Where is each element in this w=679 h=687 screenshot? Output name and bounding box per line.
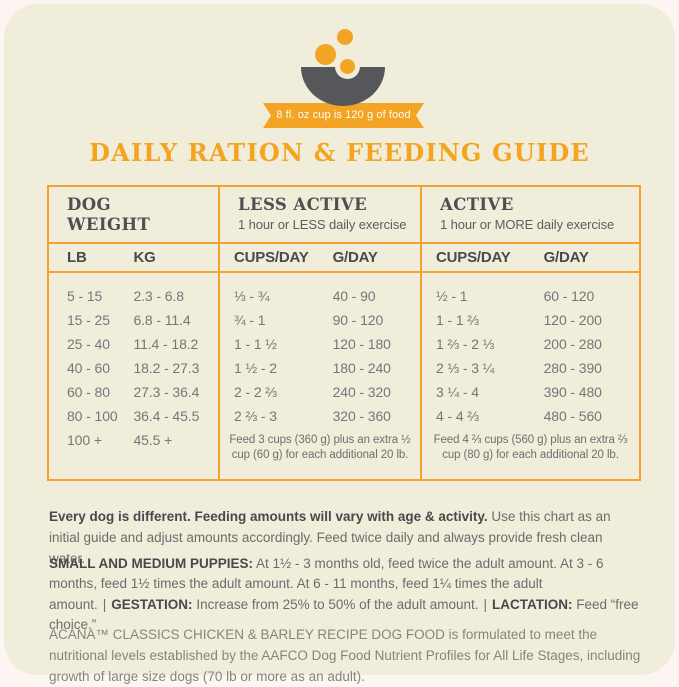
table-cell: 280 - 390 [543, 360, 602, 376]
table-cell: 40 - 90 [332, 288, 376, 304]
life-stage-note: SMALL AND MEDIUM PUPPIES: At 1½ - 3 mont… [49, 554, 641, 636]
feeding-guide-table: DOG WEIGHT LB KG 5 - 15 2.3 - 6.8 15 - 25 6… [47, 185, 641, 481]
table-cell: 2 ⅔ - 3 [234, 408, 277, 424]
table-cell: 2 - 2 ⅔ [234, 384, 277, 400]
general-feeding-note: Every dog is different. Feeding amounts … [49, 506, 641, 569]
table-cell: 80 - 100 [67, 408, 118, 424]
section-title: LESS ACTIVE [238, 195, 368, 214]
active-note: Feed 4 ⅔ cups (560 g) plus an extra ⅔ cu… [433, 434, 628, 461]
feeding-note-rest: Use this chart as an initial guide and a… [49, 508, 611, 566]
table-cell: 11.4 - 18.2 [133, 336, 199, 352]
table-cell: 60 - 120 [543, 288, 595, 304]
dog-weight-header: DOG WEIGHT [49, 187, 218, 244]
column-header-lb: LB [67, 249, 87, 266]
cup-measure-badge: 8 fl. oz cup is 120 g of food [263, 103, 424, 128]
section-subtitle: 1 hour or MORE daily exercise [440, 216, 615, 232]
table-cell: ¾ - 1 [234, 312, 266, 328]
dog-weight-rows: 5 - 15 2.3 - 6.8 15 - 25 6.8 - 11.4 25 - 40 1… [49, 273, 218, 452]
kibble-dot-icon [315, 44, 336, 65]
active-section: ACTIVE 1 hour or MORE daily exercise CUP… [422, 187, 639, 479]
table-cell: 18.2 - 27.3 [133, 360, 200, 376]
lactation-text: Feed “free choice.” [49, 596, 639, 633]
kibble-dot-icon [337, 29, 353, 45]
table-cell: ⅓ - ¾ [234, 288, 270, 304]
table-cell: 90 - 120 [332, 312, 384, 328]
label-card: 8 fl. oz cup is 120 g of food DAILY RATI… [4, 4, 675, 684]
gestation-text: Increase from 25% to 50% of the adult am… [196, 596, 479, 612]
table-cell: 3 ¼ - 4 [436, 384, 479, 400]
column-header-grams: G/DAY [543, 249, 589, 266]
table-cell: 390 - 480 [543, 384, 602, 400]
section-title: DOG WEIGHT [67, 195, 151, 234]
column-header-kg: KG [133, 249, 156, 266]
table-cell: 180 - 240 [332, 360, 391, 376]
table-cell: 36.4 - 45.5 [133, 408, 200, 424]
table-cell: 480 - 560 [543, 408, 602, 424]
dog-weight-column-headers: LB KG [49, 244, 218, 273]
dog-weight-section: DOG WEIGHT LB KG 5 - 15 2.3 - 6.8 15 - 25 6… [49, 187, 218, 479]
kibble-dot-icon [340, 59, 355, 74]
separator: | [483, 596, 487, 612]
table-cell: 320 - 360 [332, 408, 391, 424]
table-cell: 40 - 60 [67, 360, 110, 376]
table-cell: 25 - 40 [67, 336, 110, 352]
active-rows: ½ - 1 60 - 120 1 - 1 ⅔ 120 - 200 1 ⅔ - 2 ⅓ 20… [422, 273, 639, 428]
table-cell: 1 ⅔ - 2 ⅓ [436, 336, 495, 352]
lactation-label: LACTATION: [492, 596, 573, 612]
separator: | [102, 596, 107, 612]
table-cell: 4 - 4 ⅔ [436, 408, 479, 424]
column-header-cups: CUPS/DAY [436, 249, 511, 266]
aafco-statement: ACANA™ CLASSICS CHICKEN & BARLEY RECIPE … [49, 626, 641, 684]
table-cell: 15 - 25 [67, 312, 110, 328]
table-cell: 45.5 + [133, 432, 173, 448]
food-bowl-icon [253, 26, 433, 106]
table-cell: 5 - 15 [67, 288, 103, 304]
gestation-label: GESTATION: [111, 596, 193, 612]
section-subtitle: 1 hour or LESS daily exercise [238, 216, 407, 232]
less-active-note: Feed 3 cups (360 g) plus an extra ½ cup … [229, 434, 411, 461]
feeding-note-bold: Every dog is different. Feeding amounts … [49, 508, 488, 524]
table-cell: 27.3 - 36.4 [133, 384, 200, 400]
table-cell: 1 - 1 ⅔ [436, 312, 479, 328]
less-active-section: LESS ACTIVE 1 hour or LESS daily exercis… [218, 187, 422, 479]
table-cell: 100 + [67, 432, 102, 448]
active-header: ACTIVE 1 hour or MORE daily exercise [422, 187, 639, 244]
table-cell: 120 - 200 [543, 312, 602, 328]
column-header-grams: G/DAY [332, 249, 378, 266]
table-cell: 120 - 180 [332, 336, 391, 352]
less-active-header: LESS ACTIVE 1 hour or LESS daily exercis… [220, 187, 420, 244]
table-cell: 1 - 1 ½ [234, 336, 277, 352]
table-cell: 240 - 320 [332, 384, 391, 400]
column-header-cups: CUPS/DAY [234, 249, 309, 266]
puppies-label: SMALL AND MEDIUM PUPPIES: [49, 555, 254, 571]
table-cell: ½ - 1 [436, 288, 468, 304]
table-cell: 1 ½ - 2 [234, 360, 277, 376]
table-cell: 60 - 80 [67, 384, 110, 400]
page-title: DAILY RATION & FEEDING GUIDE [89, 138, 590, 167]
less-active-rows: ⅓ - ¾ 40 - 90 ¾ - 1 90 - 120 1 - 1 ½ 120 - 18… [220, 273, 420, 428]
less-active-column-headers: CUPS/DAY G/DAY [220, 244, 420, 273]
active-column-headers: CUPS/DAY G/DAY [422, 244, 639, 273]
table-cell: 2 ⅓ - 3 ¼ [436, 360, 495, 376]
table-cell: 6.8 - 11.4 [133, 312, 191, 328]
table-cell: 2.3 - 6.8 [133, 288, 184, 304]
section-title: ACTIVE [440, 195, 514, 214]
puppies-text: At 1½ - 3 months old, feed twice the adu… [49, 555, 604, 612]
table-cell: 200 - 280 [543, 336, 602, 352]
